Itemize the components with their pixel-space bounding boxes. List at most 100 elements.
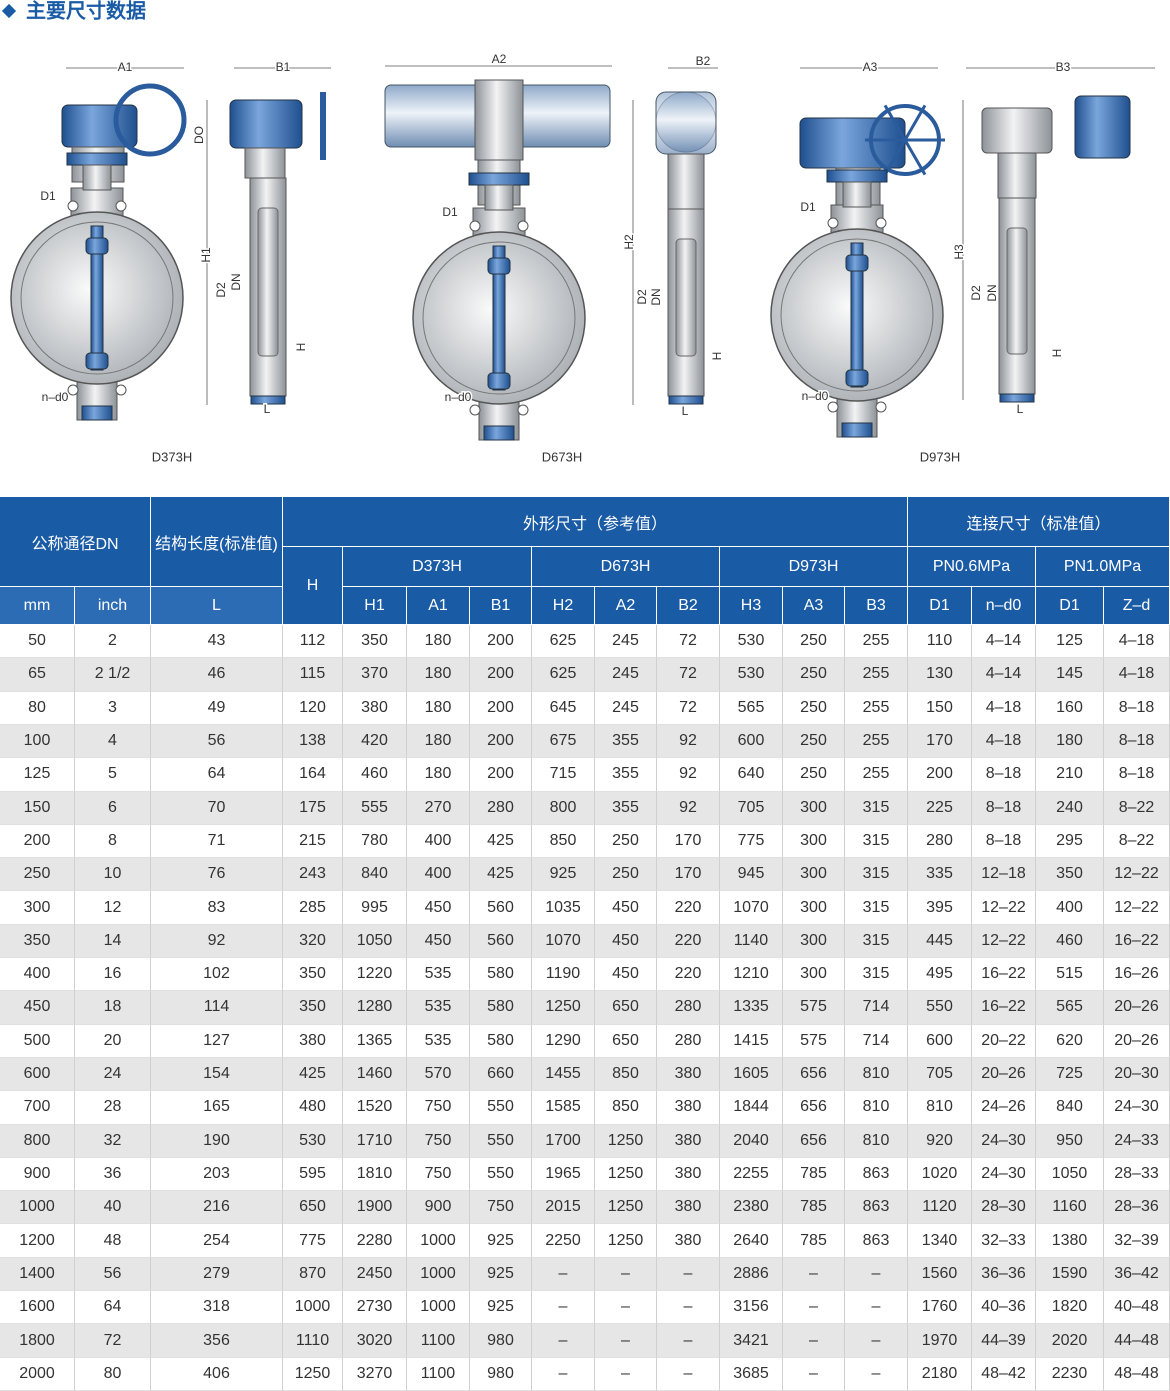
- table-cell: 950: [1036, 1124, 1104, 1158]
- table-cell: 3421: [720, 1324, 783, 1358]
- table-cell: 2250: [532, 1224, 595, 1258]
- dimension-label: B3: [1056, 60, 1071, 74]
- table-cell: 280: [470, 791, 532, 825]
- table-cell: 250: [595, 858, 657, 892]
- table-cell: 750: [407, 1124, 470, 1158]
- table-cell: 1120: [908, 1191, 972, 1225]
- table-cell: 315: [845, 791, 908, 825]
- table-cell: –: [657, 1257, 720, 1292]
- table-cell: 1140: [720, 924, 783, 959]
- table-cell: 16: [75, 958, 151, 992]
- dimension-label: H3: [952, 244, 966, 260]
- table-cell: 71: [151, 824, 283, 859]
- table-cell: 72: [657, 625, 720, 659]
- table-cell: 320: [283, 924, 343, 959]
- stem-boss: [85, 237, 109, 255]
- table-cell: 400: [1036, 891, 1104, 925]
- table-cell: 925: [470, 1224, 532, 1258]
- table-cell: 535: [407, 991, 470, 1025]
- table-cell: 780: [343, 824, 407, 859]
- table-cell: 24–30: [972, 1124, 1036, 1158]
- table-cell: 750: [407, 1091, 470, 1125]
- table-cell: 56: [151, 724, 283, 759]
- table-cell: 243: [283, 858, 343, 892]
- table-cell: 863: [845, 1224, 908, 1258]
- table-cell: 110: [908, 625, 972, 659]
- table-cell: 92: [657, 758, 720, 792]
- table-cell: 350: [283, 958, 343, 992]
- column-header: L: [151, 587, 283, 625]
- table-cell: 570: [407, 1057, 470, 1092]
- table-cell: 350: [1036, 858, 1104, 892]
- table-cell: 70: [151, 791, 283, 825]
- table-cell: 355: [595, 724, 657, 759]
- column-header: B1: [470, 587, 532, 625]
- table-cell: 515: [1036, 958, 1104, 992]
- table-cell: 863: [845, 1157, 908, 1192]
- table-cell: 315: [845, 924, 908, 959]
- table-cell: 1280: [343, 991, 407, 1025]
- side-foot: [668, 395, 704, 405]
- table-cell: 1000: [407, 1291, 470, 1325]
- column-header: H2: [532, 587, 595, 625]
- table-cell: 925: [532, 858, 595, 892]
- stem-boss: [845, 369, 869, 387]
- side-actuator: [981, 107, 1053, 154]
- table-cell: 900: [407, 1191, 470, 1225]
- table-cell: 450: [0, 991, 75, 1025]
- table-cell: 920: [908, 1124, 972, 1158]
- table-cell: 810: [845, 1124, 908, 1158]
- table-cell: –: [657, 1357, 720, 1391]
- table-cell: 28–30: [972, 1191, 1036, 1225]
- table-cell: 270: [407, 791, 470, 825]
- table-cell: 810: [845, 1057, 908, 1092]
- table-cell: 300: [783, 891, 845, 925]
- title-bullet: [1, 3, 17, 19]
- side-slot: [1006, 227, 1028, 355]
- table-cell: 675: [532, 724, 595, 759]
- table-cell: 1000: [407, 1224, 470, 1258]
- column-header: A1: [407, 587, 470, 625]
- table-cell: 370: [343, 658, 407, 692]
- table-cell: 280: [657, 991, 720, 1025]
- table-cell: 8–18: [1104, 691, 1170, 725]
- table-cell: 1700: [532, 1124, 595, 1158]
- table-cell: 170: [657, 858, 720, 892]
- dimension-label: A2: [492, 52, 507, 66]
- table-cell: 127: [151, 1024, 283, 1058]
- table-cell: 24–33: [1104, 1124, 1170, 1158]
- table-cell: 20–26: [1104, 1024, 1170, 1058]
- table-cell: 160: [1036, 691, 1104, 725]
- table-cell: 180: [407, 625, 470, 659]
- table-cell: 295: [1036, 824, 1104, 859]
- table-cell: 200: [0, 824, 75, 859]
- table-cell: 460: [1036, 924, 1104, 959]
- table-cell: 2180: [908, 1357, 972, 1391]
- bolt-hole: [115, 200, 127, 212]
- table-cell: 250: [595, 824, 657, 859]
- table-cell: 650: [283, 1191, 343, 1225]
- dimension-label: H2: [622, 234, 636, 250]
- table-cell: 660: [470, 1057, 532, 1092]
- table-cell: 450: [595, 924, 657, 959]
- table-cell: 20–26: [1104, 991, 1170, 1025]
- table-cell: 64: [151, 758, 283, 792]
- drawing-caption: D673H: [542, 449, 582, 464]
- table-cell: 20: [75, 1024, 151, 1058]
- table-cell: 1520: [343, 1091, 407, 1125]
- table-cell: 1000: [407, 1257, 470, 1292]
- table-cell: 600: [908, 1024, 972, 1058]
- table-cell: 36–42: [1104, 1257, 1170, 1292]
- table-cell: 580: [470, 1024, 532, 1058]
- table-cell: 1600: [0, 1291, 75, 1325]
- table-cell: 625: [532, 625, 595, 659]
- table-cell: 40: [75, 1191, 151, 1225]
- table-cell: 36: [75, 1157, 151, 1192]
- table-cell: 150: [0, 791, 75, 825]
- table-cell: 925: [470, 1257, 532, 1292]
- table-cell: 215: [283, 824, 343, 859]
- table-cell: 1560: [908, 1257, 972, 1292]
- table-cell: 400: [407, 858, 470, 892]
- table-cell: 1415: [720, 1024, 783, 1058]
- table-cell: –: [595, 1357, 657, 1391]
